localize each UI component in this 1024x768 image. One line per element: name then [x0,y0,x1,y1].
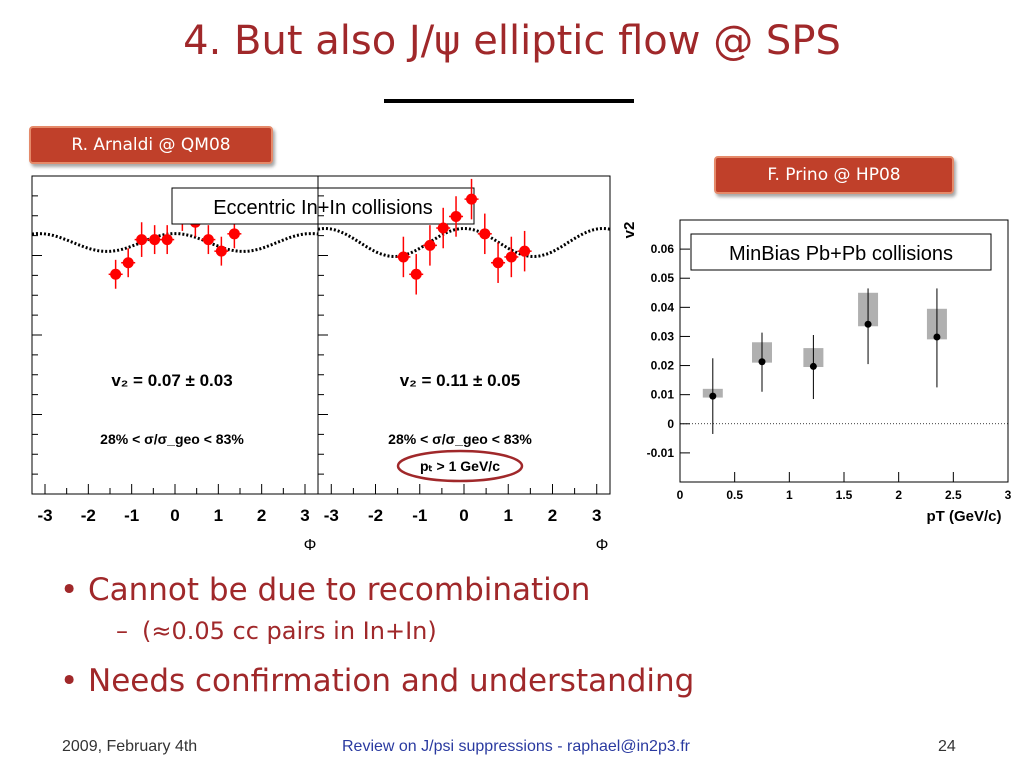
data-point [424,239,436,251]
x-tick-label: 1 [504,506,513,525]
reference-tag-prino: F. Prino @ HP08 [714,156,954,194]
x-tick-label: 3 [300,506,309,525]
data-point [709,392,717,400]
systematic-box [926,308,947,340]
data-point [450,210,462,222]
y-tick-label: 0.03 [651,329,675,343]
x-tick-label: -2 [368,506,383,525]
annotation-box [690,233,992,271]
phi-distribution-plots: -3 -2 -1 0 1 2 3 Φv₂ = 0.07 ± 0.03 28% < σ/σ_geo… [31,175,611,554]
x-tick-label: 3 [1005,488,1012,502]
x-tick-label: 0 [677,488,684,502]
y-tick-label: 0.02 [651,359,675,373]
data-point [864,320,872,328]
pt-cut-text: pₜ > 1 GeV/c [420,458,500,474]
data-point [492,257,504,269]
v2-value-text: v₂ = 0.07 ± 0.03 [111,371,232,390]
x-tick-label: 3 [592,506,601,525]
bullet-dash-icon: – [116,617,128,645]
page-number: 24 [938,738,956,755]
y-axis-label: v2 [621,222,638,239]
data-point [228,228,240,240]
phi-panel-1: -3 -2 -1 0 1 2 3 Φv₂ = 0.07 ± 0.03 28% < σ/σ_geo… [31,175,475,554]
x-tick-label: 2.5 [945,488,962,502]
v2-vs-pt-plot: -0.01 0 0.01 0.02 0.03 0.04 0.05 0.06 0 0.5 1 1.5 2 2… [621,219,1012,525]
x-tick-label: -1 [412,506,427,525]
title-underline [384,99,634,103]
x-tick-label: -1 [124,506,139,525]
systematic-box [702,388,723,398]
bullet-text: Cannot be due to recombination [88,572,591,608]
plot-frame [317,175,611,495]
x-tick-label: 1.5 [836,488,853,502]
highlight-ellipse [396,449,524,483]
sub-bullet-item: – (≈0.05 cc pairs in In+In) [60,612,1000,650]
annotation-text: MinBias Pb+Pb collisions [729,243,953,265]
plot-frame [679,219,1009,483]
data-point [161,234,173,246]
bullet-dot-icon: • [60,572,79,608]
data-point [149,234,161,246]
data-point [933,333,941,341]
bullet-item: • Cannot be due to recombination [60,568,1000,612]
bullet-text: Needs confirmation and understanding [88,663,695,699]
y-tick-label: -0.01 [647,446,675,460]
slide-title: 4. But also J/ψ elliptic flow @ SPS [183,18,841,64]
data-point [809,362,817,370]
data-point [437,222,449,234]
fit-curve [317,226,611,258]
y-tick-label: 0.01 [651,388,675,402]
systematic-box [803,348,824,368]
v2-value-text: v₂ = 0.11 ± 0.05 [400,371,520,390]
data-point [397,251,409,263]
data-point [505,251,517,263]
x-tick-label: -2 [81,506,96,525]
x-tick-label: 0 [170,506,179,525]
plot-frame [31,175,319,495]
y-tick-label: 0.04 [651,300,675,314]
x-tick-label: 1 [786,488,793,502]
x-tick-label: 2 [548,506,557,525]
reference-tag-arnaldi: R. Arnaldi @ QM08 [29,126,273,164]
x-tick-label: -3 [37,506,52,525]
x-axis-label: pT (GeV/c) [926,508,1001,525]
x-tick-label: 2 [895,488,902,502]
footer-center-text: Review on J/psi suppressions - raphael@i… [342,738,690,755]
bullet-item: • Needs confirmation and understanding [60,656,1000,706]
bullet-dot-icon: • [60,663,79,699]
data-point [410,268,422,280]
systematic-box [752,342,772,363]
data-point [202,234,214,246]
x-tick-label: -3 [324,506,339,525]
data-point [136,234,148,246]
phi-panel-2: -3 -2 -1 0 1 2 3 Φv₂ = 0.11 ± 0.05 28% < σ/σ_geo… [317,175,611,554]
data-point [519,245,531,257]
x-tick-label: 0 [459,506,468,525]
x-tick-label: 2 [257,506,266,525]
annotation-text: Eccentric In+In collisions [213,197,433,219]
centrality-text: 28% < σ/σ_geo < 83% [388,431,532,447]
centrality-text: 28% < σ/σ_geo < 83% [100,431,244,447]
data-point [176,210,188,222]
data-point [758,358,766,366]
x-axis-label: Φ [304,537,317,554]
bullet-text: (≈0.05 cc pairs in In+In) [142,617,437,645]
x-tick-label: 1 [214,506,223,525]
data-point [466,193,478,205]
data-point [122,257,134,269]
footer-date: 2009, February 4th [62,738,198,755]
systematic-box [858,292,879,327]
annotation-box [171,187,475,225]
data-point [110,268,122,280]
y-tick-label: 0.06 [651,242,675,256]
x-axis-label: Φ [596,537,609,554]
data-point [215,245,227,257]
data-point [189,216,201,228]
fit-curve [31,232,319,253]
bullet-list: • Cannot be due to recombination – (≈0.05 … [60,568,1000,706]
data-point [479,228,491,240]
x-tick-label: 0.5 [726,488,743,502]
y-tick-label: 0.05 [651,271,675,285]
y-tick-label: 0 [667,417,674,431]
